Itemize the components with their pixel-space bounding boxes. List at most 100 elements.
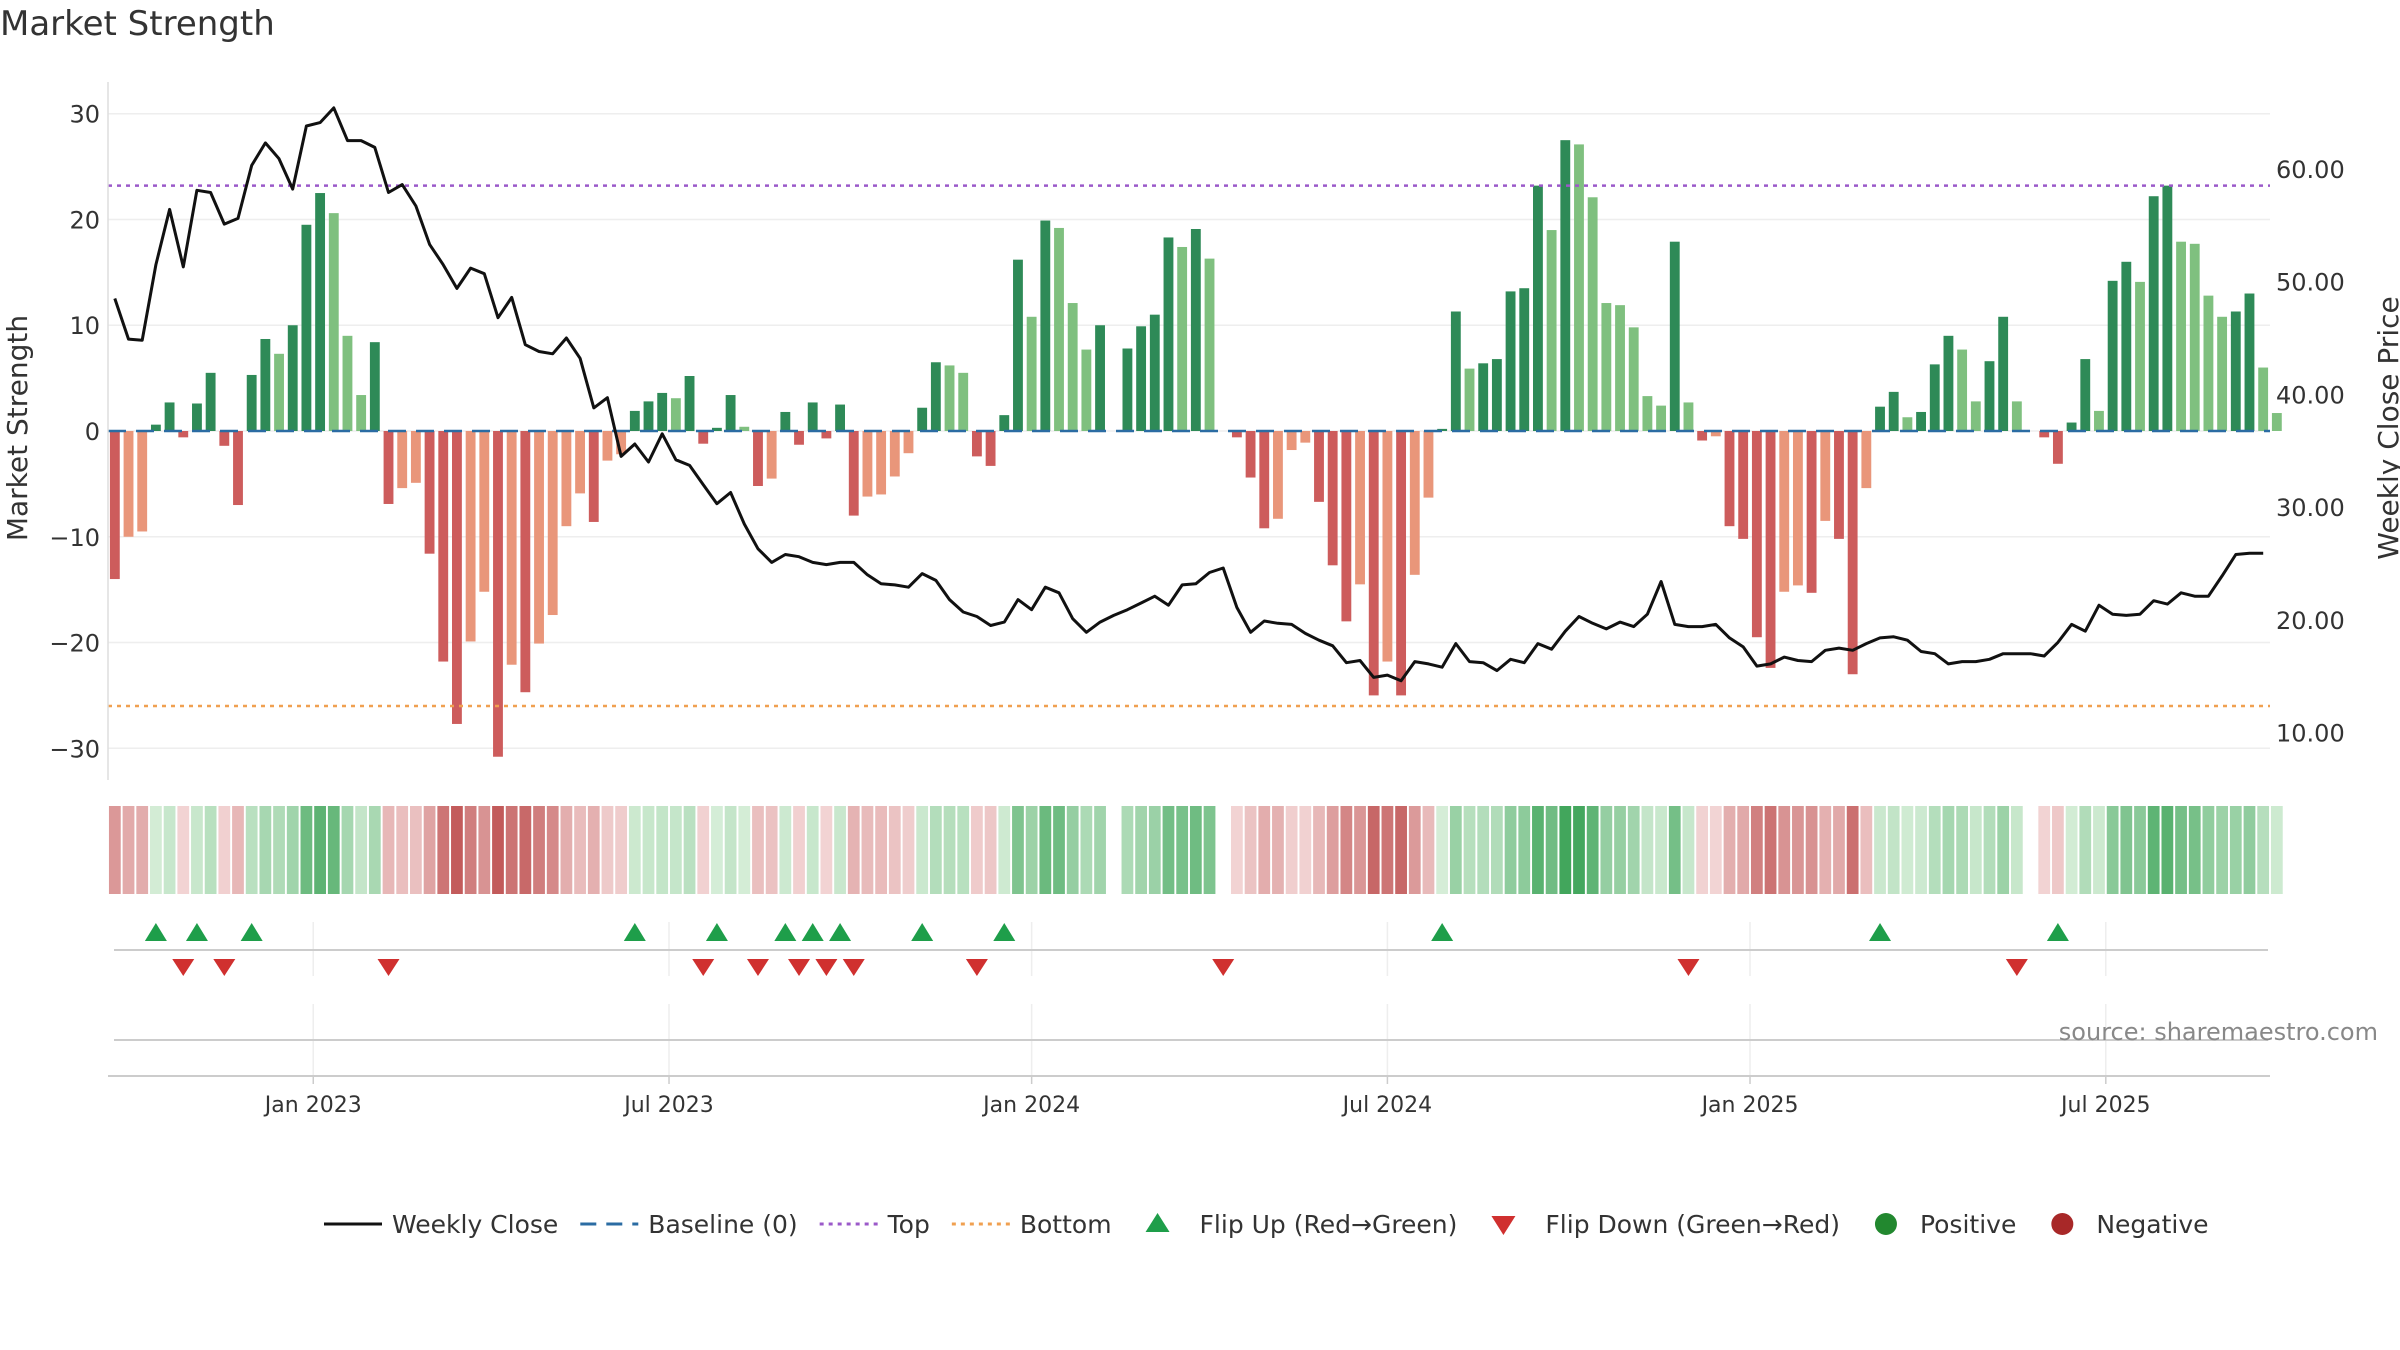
flip-up-marker xyxy=(993,923,1016,941)
legend-item: Negative xyxy=(2051,1210,2209,1239)
strength-bar xyxy=(2039,431,2050,438)
strength-bar xyxy=(588,431,599,522)
strength-bar xyxy=(547,431,558,616)
strength-bar xyxy=(452,431,462,724)
strength-bar xyxy=(821,431,832,439)
y2-tick-label: 20.00 xyxy=(2276,607,2345,635)
strength-bar xyxy=(1327,431,1338,566)
strength-bar xyxy=(479,431,490,592)
strength-bar xyxy=(2107,280,2118,431)
strength-bar xyxy=(192,403,202,431)
strength-bar xyxy=(1013,259,1023,431)
strip-cell xyxy=(245,806,258,894)
strip-cell xyxy=(1942,806,1955,894)
strength-bar xyxy=(1437,428,1448,431)
strip-cell xyxy=(683,806,696,894)
strip-cell xyxy=(286,806,299,894)
strip-cell xyxy=(1737,806,1750,894)
flip-down-marker xyxy=(965,959,988,976)
strip-cell xyxy=(1080,806,1093,894)
strip-cell xyxy=(478,806,491,894)
strip-cell xyxy=(232,806,244,894)
strip-cell xyxy=(2216,806,2228,894)
strip-cell xyxy=(1846,806,1859,894)
strength-bar xyxy=(1724,431,1735,527)
strip-cell xyxy=(998,806,1011,894)
strip-cell xyxy=(355,806,368,894)
strength-bar xyxy=(629,410,640,431)
strength-bar xyxy=(616,431,627,455)
strip-cell xyxy=(1408,806,1421,894)
strength-bar xyxy=(438,431,449,662)
strip-cell xyxy=(574,806,586,894)
strip-cell xyxy=(327,806,340,894)
strip-cell xyxy=(1012,806,1024,894)
strip-cell xyxy=(1381,806,1394,894)
strength-bar xyxy=(1656,405,1667,431)
strip-cell xyxy=(2243,806,2256,894)
strip-cell xyxy=(1463,806,1476,894)
strength-bar xyxy=(1587,197,1598,431)
strength-bar xyxy=(780,411,791,431)
strength-bar xyxy=(397,431,408,489)
legend-flip-up-icon xyxy=(1145,1213,1170,1232)
strength-bar xyxy=(1902,417,1913,431)
strip-cell xyxy=(1614,806,1626,894)
strip-cell xyxy=(1805,806,1818,894)
strength-bar xyxy=(602,431,613,461)
strip-cell xyxy=(451,806,463,894)
strip-cell xyxy=(1436,806,1449,894)
strength-bar xyxy=(2052,431,2063,464)
strip-cell xyxy=(875,806,888,894)
strength-bar xyxy=(1231,431,1242,438)
legend-item: Baseline (0) xyxy=(580,1210,798,1239)
flip-up-marker xyxy=(144,923,167,941)
strip-cell xyxy=(1449,806,1462,894)
strip-cell xyxy=(752,806,764,894)
strength-bar xyxy=(657,392,668,431)
strength-bar xyxy=(1204,258,1215,431)
strength-bar xyxy=(1026,316,1037,431)
strip-cell xyxy=(1641,806,1654,894)
y2-tick-label: 30.00 xyxy=(2276,494,2345,522)
strip-cell xyxy=(2188,806,2201,894)
strip-cell xyxy=(1490,806,1503,894)
strength-bar xyxy=(2066,422,2077,431)
strip-cell xyxy=(1750,806,1763,894)
strength-bar xyxy=(1669,241,1680,431)
strip-cell xyxy=(929,806,942,894)
strip-cell xyxy=(628,806,641,894)
strength-bar xyxy=(698,431,709,444)
strip-cell xyxy=(1901,806,1914,894)
strength-bar xyxy=(1943,335,1954,431)
grid-layer xyxy=(108,112,2270,1076)
strip-cell xyxy=(2134,806,2146,894)
strength-bar xyxy=(1546,230,1557,431)
strength-bar xyxy=(2189,243,2200,431)
strip-cell xyxy=(2010,806,2023,894)
flip-down-marker xyxy=(788,959,811,976)
strip-cell xyxy=(2038,806,2051,894)
strip-cell xyxy=(1477,806,1490,894)
strength-bar xyxy=(1478,363,1489,431)
strip-cell xyxy=(519,806,532,894)
strip-cell xyxy=(1792,806,1804,894)
strip-cell xyxy=(2147,806,2160,894)
strength-bar xyxy=(1040,220,1051,431)
y-tick-label: −30 xyxy=(49,735,100,763)
strip-cell xyxy=(1819,806,1832,894)
strength-bar xyxy=(753,431,763,486)
strip-cell xyxy=(2175,806,2187,894)
strip-cell xyxy=(957,806,970,894)
legend-label: Bottom xyxy=(1020,1210,1112,1239)
strip-cell xyxy=(2202,806,2215,894)
strength-bar xyxy=(178,431,189,438)
strip-cell xyxy=(2270,806,2283,894)
flip-markers xyxy=(144,923,2069,976)
strength-bar xyxy=(1314,431,1324,502)
strength-bar xyxy=(1710,431,1721,437)
strength-bar xyxy=(1765,431,1776,668)
strip-cell xyxy=(847,806,860,894)
strip-cell xyxy=(1272,806,1284,894)
